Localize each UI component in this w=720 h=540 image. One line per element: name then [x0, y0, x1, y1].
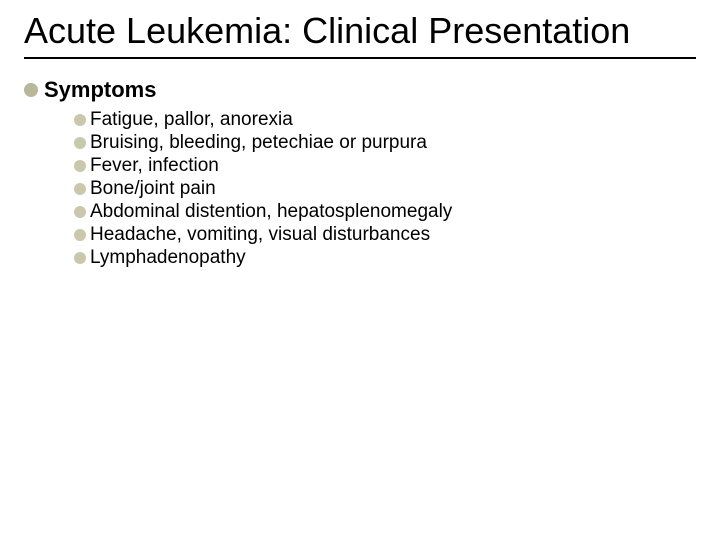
bullet-level2-icon: [74, 252, 86, 264]
list-item-label: Lymphadenopathy: [90, 247, 246, 269]
section-heading: Symptoms: [44, 77, 156, 103]
slide-title: Acute Leukemia: Clinical Presentation: [24, 10, 696, 59]
bullet-level2-icon: [74, 183, 86, 195]
list-item-label: Fever, infection: [90, 155, 219, 177]
list-item-label: Headache, vomiting, visual disturbances: [90, 224, 430, 246]
bullet-level1-icon: [24, 83, 38, 97]
list-item: Fever, infection: [74, 155, 696, 177]
bullet-level2-icon: [74, 137, 86, 149]
slide: Acute Leukemia: Clinical Presentation Sy…: [0, 0, 720, 540]
bullet-level2-icon: [74, 229, 86, 241]
list-item: Abdominal distention, hepatosplenomegaly: [74, 201, 696, 223]
list-item-label: Fatigue, pallor, anorexia: [90, 109, 293, 131]
list-item-label: Abdominal distention, hepatosplenomegaly: [90, 201, 452, 223]
list-item-label: Bruising, bleeding, petechiae or purpura: [90, 132, 427, 154]
list-item: Bone/joint pain: [74, 178, 696, 200]
bullet-level2-icon: [74, 160, 86, 172]
list-item: Bruising, bleeding, petechiae or purpura: [74, 132, 696, 154]
list-item: Fatigue, pallor, anorexia: [74, 109, 696, 131]
list-item: Lymphadenopathy: [74, 247, 696, 269]
section-heading-row: Symptoms: [24, 77, 696, 103]
bullet-level2-icon: [74, 206, 86, 218]
list-item-label: Bone/joint pain: [90, 178, 216, 200]
list-item: Headache, vomiting, visual disturbances: [74, 224, 696, 246]
bullet-level2-icon: [74, 114, 86, 126]
